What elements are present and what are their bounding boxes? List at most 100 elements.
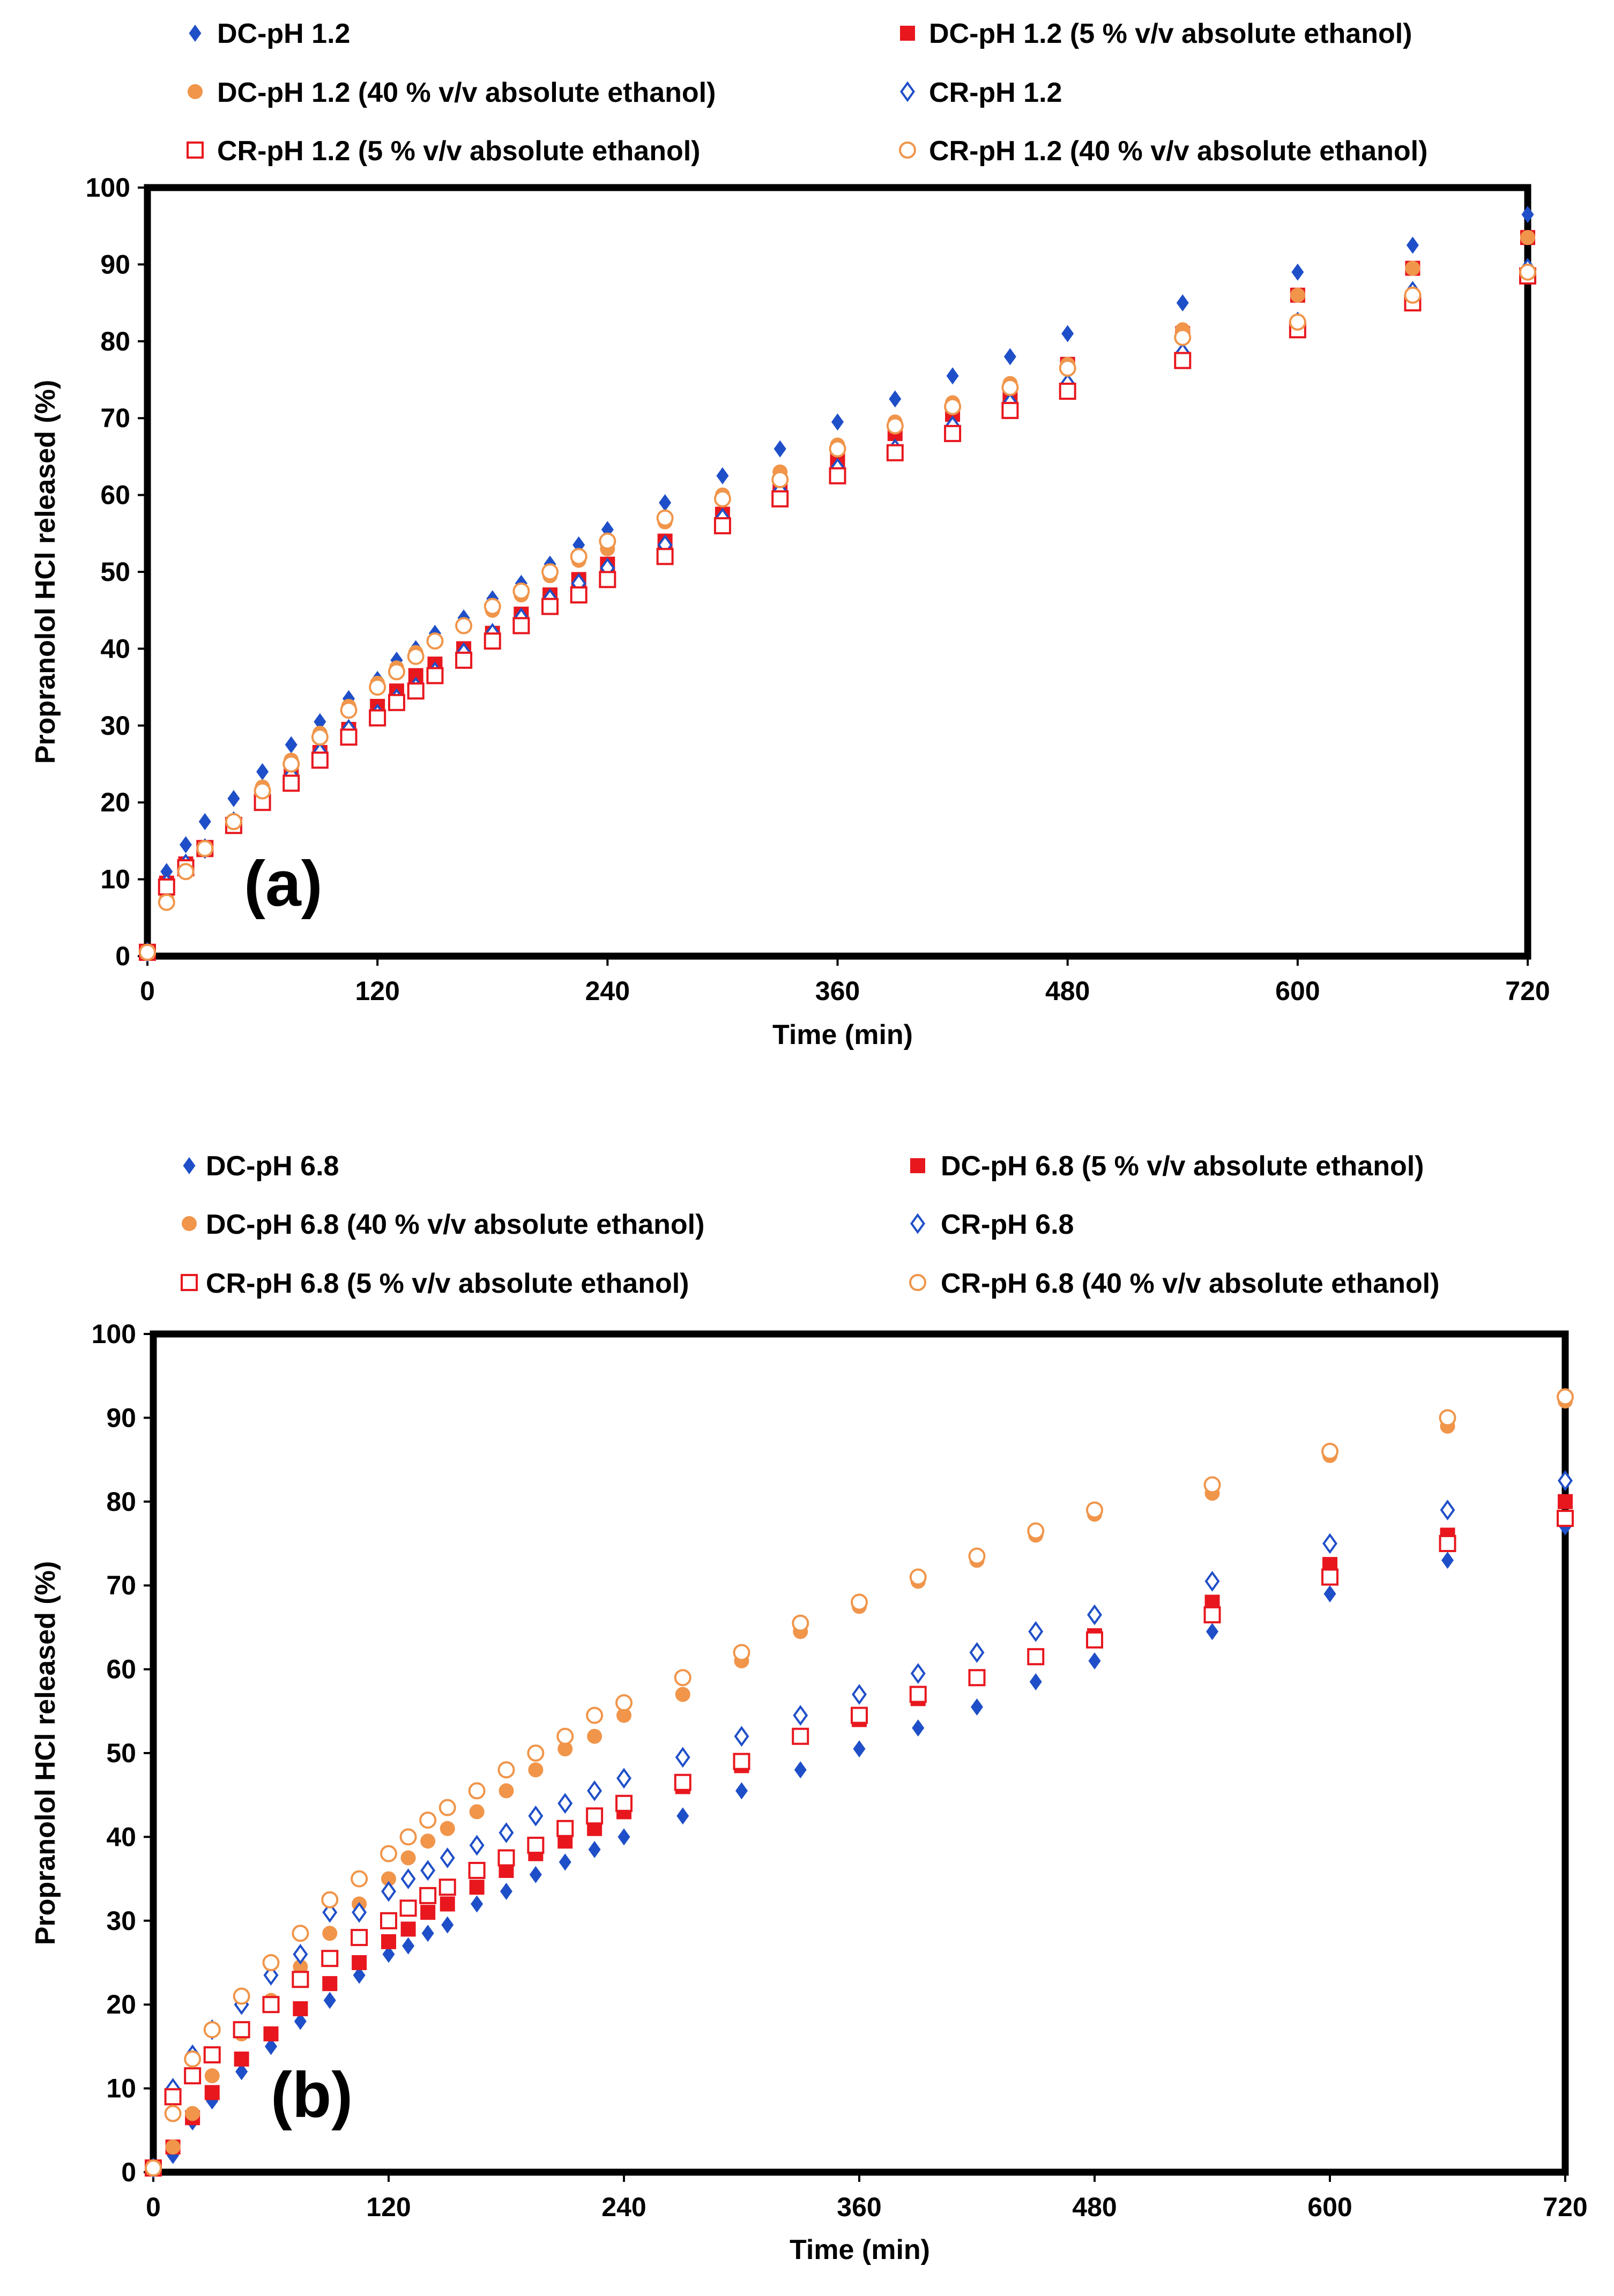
data-point [198,813,211,831]
data-point [499,1783,514,1799]
data-point [484,632,501,650]
series-cr-ph-1-2 [140,258,1535,963]
data-point [1061,325,1074,342]
y-tick-label: 50 [100,557,130,587]
data-point [557,1793,573,1814]
data-point [285,736,297,754]
y-tick-label: 10 [106,2074,136,2104]
data-point [311,751,329,769]
data-point [944,398,962,415]
data-point [426,632,444,650]
y-tick-label: 10 [100,864,130,894]
data-point [1519,263,1536,281]
data-point [946,367,959,385]
data-point [455,617,473,635]
x-tick-label: 0 [146,2192,161,2222]
data-point [1557,1510,1574,1527]
series-cr-ph-6-8-5-v-v-absolute-ethanol [145,1510,1574,2177]
data-point [282,774,300,792]
data-point [468,1861,486,1879]
legend-marker [900,26,915,41]
data-point [733,1644,750,1661]
data-point [1203,1476,1221,1494]
data-point [1289,313,1306,331]
data-point [659,494,672,511]
data-point [656,548,674,565]
data-point [794,1761,807,1779]
data-point [912,1719,925,1737]
data-point [400,1850,416,1866]
legend-entry-cr-ph-6-8-40-ethanol: CR-pH 6.8 (40 % v/v absolute ethanol) [909,1268,1439,1299]
data-point [713,490,731,508]
x-tick-label: 240 [601,2192,646,2222]
data-point [469,1835,485,1856]
legend-marker-square-open [187,141,204,159]
data-point [675,1687,690,1702]
data-point [570,586,587,604]
data-point [853,1740,866,1758]
legend-label: CR-pH 1.2 (40 % v/v absolute ethanol) [929,136,1427,167]
data-point [1001,378,1019,396]
data-point [293,2001,308,2017]
y-tick-label: 0 [121,2157,136,2187]
data-point [388,694,405,711]
x-axis-title: Time (min) [790,2234,930,2265]
data-point [469,1804,485,1820]
legend-marker [183,1157,196,1174]
x-tick-label: 480 [1045,976,1090,1006]
data-point [599,571,616,588]
data-point [851,1593,868,1611]
panel-label-b: (b) [271,2059,353,2131]
data-point [203,2046,221,2064]
data-point [1204,1570,1220,1592]
data-point [323,1992,336,2009]
data-point [380,1845,397,1862]
data-point [500,1883,513,1900]
data-point [381,1934,396,1949]
data-point [909,1686,927,1703]
data-point [1439,1409,1456,1427]
data-point [407,647,425,665]
data-point [676,1807,689,1825]
legend-marker-diamond-open [910,1213,925,1234]
data-point [831,413,844,431]
data-point [713,517,731,534]
x-axis-title: Time (min) [772,1019,913,1050]
data-point [369,709,386,727]
data-points [145,1388,1574,2179]
x-tick-label: 120 [366,2192,411,2222]
data-point [1404,286,1422,304]
data-point [420,1833,436,1849]
y-tick-label: 80 [100,326,130,356]
data-point [616,1708,631,1723]
data-point [164,2088,182,2106]
data-point [388,663,405,681]
data-point [227,790,240,808]
legend-marker-square-open [181,1274,198,1291]
y-axis-ticks: 0 10 20 30 40 50 60 70 80 90 100 [92,1319,153,2187]
y-tick-label: 40 [106,1822,136,1852]
data-point [440,1847,455,1868]
x-tick-label: 600 [1307,2192,1352,2222]
legend-marker [910,1213,925,1234]
data-point [773,440,786,458]
x-tick-label: 720 [1543,2192,1587,2222]
data-point [1558,1470,1573,1492]
data-point [528,1805,544,1827]
data-point [674,1773,691,1791]
data-point [793,1705,808,1726]
y-tick-label: 0 [115,941,130,971]
data-point [886,417,904,435]
data-point [440,1821,455,1836]
data-point [380,1912,397,1929]
legend-marker [910,1158,925,1173]
legend-marker [187,141,204,159]
data-point [262,1954,280,1971]
legend-marker-circle-filled [182,1216,197,1231]
data-point [282,755,300,773]
data-point [572,536,585,554]
data-point [851,1706,868,1724]
data-point [1321,1568,1338,1586]
y-tick-label: 70 [100,403,130,433]
data-point [233,2021,250,2039]
